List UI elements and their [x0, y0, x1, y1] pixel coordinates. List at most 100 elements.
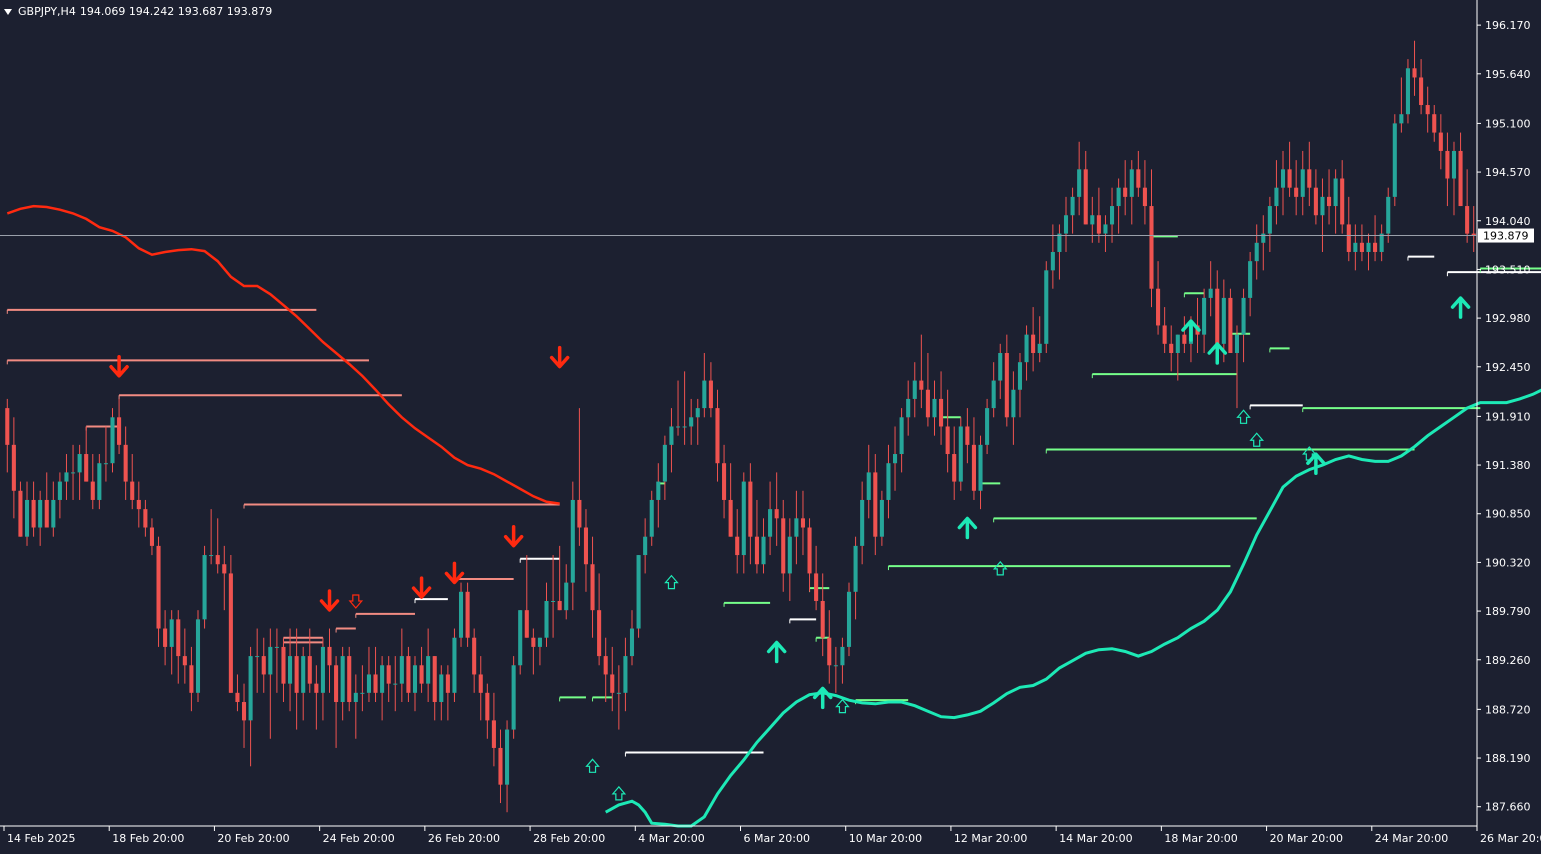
candle-bull	[1129, 169, 1134, 197]
candle-bear	[1096, 215, 1101, 234]
candle-bull	[412, 665, 418, 693]
candle-bull	[1057, 233, 1062, 252]
candle-bear	[478, 674, 483, 693]
candle-bear	[373, 674, 378, 693]
candle-bull	[1405, 68, 1410, 115]
candle-bull	[629, 628, 635, 657]
trend-bands	[6, 204, 1541, 828]
time-tick-label: 28 Feb 20:00	[533, 832, 605, 845]
candle-bull	[169, 619, 174, 647]
price-tick-label: 191.910	[1485, 410, 1531, 423]
candle-bull	[1366, 242, 1371, 252]
candle-bear	[334, 665, 339, 703]
candle-bull	[1024, 334, 1029, 363]
candle-bull	[1011, 389, 1016, 418]
candle-bear	[583, 527, 589, 565]
time-tick-label: 10 Mar 20:00	[849, 832, 922, 845]
candle-bear	[1419, 77, 1424, 106]
candle-bear	[228, 573, 233, 693]
candle-bear	[44, 499, 49, 528]
candle-bear	[965, 426, 970, 445]
candle-bull	[551, 600, 556, 602]
buy-outline-arrow-icon	[1236, 409, 1251, 424]
candle-bull	[669, 426, 674, 445]
candle-bear	[84, 454, 89, 482]
candle-bear	[90, 481, 95, 500]
candle-bull	[853, 545, 858, 592]
candle-bull	[892, 454, 898, 464]
candle-bull	[1116, 187, 1121, 207]
candle-bull	[879, 499, 884, 537]
sell-arrow-icon	[503, 524, 524, 548]
candle-bull	[866, 472, 871, 500]
candle-bear	[136, 499, 141, 510]
candle-bull	[1451, 150, 1457, 179]
candle-bull	[1241, 297, 1246, 335]
price-tick-label: 192.450	[1485, 361, 1531, 374]
candle-bull	[393, 683, 398, 685]
candle-bull	[768, 509, 773, 537]
candle-bull	[1109, 206, 1115, 225]
time-tick-label: 24 Feb 20:00	[323, 832, 395, 845]
candle-bull	[1090, 215, 1095, 225]
time-tick-label: 14 Mar 20:00	[1059, 832, 1132, 845]
candle-bull	[958, 426, 963, 482]
candle-bear	[163, 628, 168, 647]
candle-bull	[380, 665, 385, 693]
candle-bull	[301, 656, 306, 693]
candle-bear	[472, 637, 477, 675]
candle-bull	[912, 380, 917, 399]
time-tick-label: 18 Mar 20:00	[1164, 832, 1237, 845]
price-tick-label: 194.570	[1485, 166, 1531, 179]
time-tick-label: 4 Mar 20:00	[638, 832, 704, 845]
candle-bear	[1142, 187, 1147, 207]
candle-bear	[386, 665, 391, 684]
candle-bear	[419, 665, 424, 684]
candle-bull	[1208, 288, 1213, 298]
candle-bull	[288, 656, 293, 684]
candle-bear	[1294, 187, 1299, 197]
candle-bear	[445, 674, 450, 693]
symbol-header[interactable]: GBPJPY,H4 194.069 194.242 193.687 193.87…	[4, 5, 272, 18]
candle-bull	[1274, 187, 1279, 207]
candle-bear	[807, 527, 812, 574]
candle-bear	[945, 426, 950, 455]
candle-bear	[1438, 132, 1443, 151]
candle-bull	[689, 417, 694, 427]
candle-bull	[71, 472, 76, 474]
candle-bull	[209, 555, 214, 557]
candle-bull	[77, 454, 82, 473]
time-tick-label: 12 Mar 20:00	[954, 832, 1027, 845]
buy-outline-arrow-icon	[992, 560, 1008, 576]
candle-bull	[741, 481, 746, 556]
candle-bear	[149, 527, 154, 546]
sell-outline-arrow-icon	[348, 594, 364, 609]
candle-bull	[1280, 169, 1286, 188]
price-tick-label: 192.980	[1485, 312, 1531, 325]
candle-bear	[294, 656, 299, 693]
candle-bear	[610, 674, 615, 693]
buy-arrow-icon	[1306, 452, 1326, 475]
candle-bull	[426, 656, 431, 684]
candle-bull	[794, 518, 799, 537]
candle-bull	[846, 591, 852, 647]
current-price-tag-label: 193.879	[1483, 230, 1529, 243]
candle-bull	[537, 637, 542, 647]
time-tick-label: 6 Mar 20:00	[744, 832, 810, 845]
candle-bull	[833, 665, 838, 667]
signal-arrows	[109, 296, 1471, 801]
price-tick-label: 196.170	[1485, 19, 1531, 32]
chevron-down-icon[interactable]	[4, 8, 12, 15]
time-tick-label: 26 Feb 20:00	[428, 832, 500, 845]
candle-bear	[5, 408, 10, 445]
candle-bull	[399, 656, 404, 684]
time-tick-label: 14 Feb 2025	[7, 832, 75, 845]
candle-bear	[827, 637, 832, 666]
candle-bull	[886, 463, 891, 500]
current-price-tag-box	[1478, 228, 1534, 243]
candle-bull	[274, 646, 279, 648]
